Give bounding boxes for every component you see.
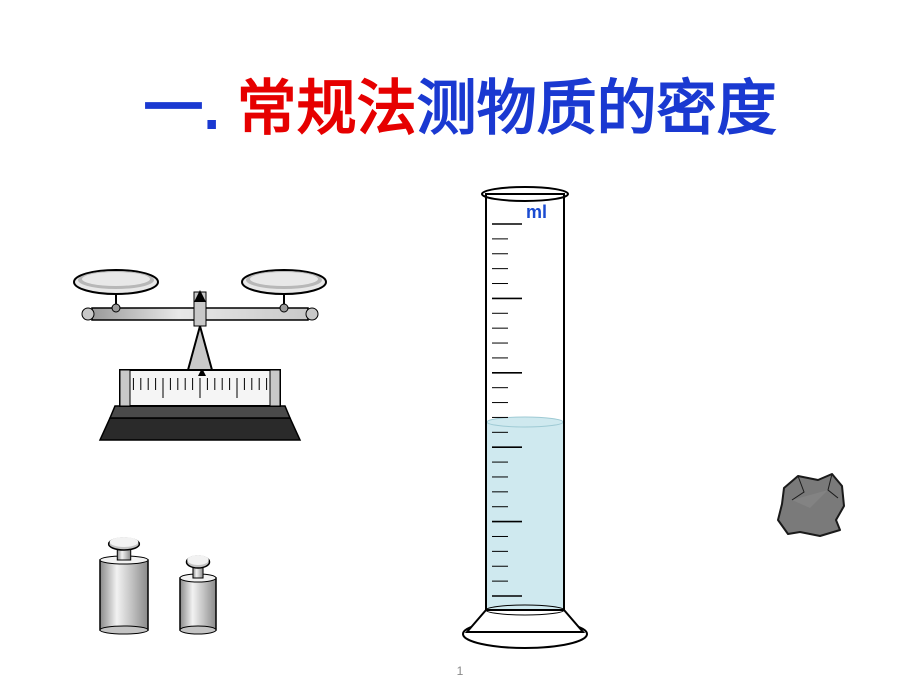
graduated-cylinder-diagram: ml [450, 180, 600, 655]
page-title: 一. 常规法测物质的密度 [0, 60, 920, 147]
balance-scale-diagram [60, 230, 340, 465]
weights-icon [90, 530, 250, 640]
title-part-3: 测物质的密度 [417, 75, 777, 142]
graduated-cylinder-icon: ml [450, 180, 600, 650]
rock-icon [770, 470, 850, 540]
balance-scale-icon [60, 230, 340, 460]
rock-sample-diagram [770, 470, 850, 545]
slide-number: 1 [457, 664, 464, 678]
title-part-2: 常规法 [220, 75, 417, 142]
svg-text:ml: ml [526, 202, 547, 222]
weights-diagram [90, 530, 250, 645]
title-part-1: 一. [143, 75, 220, 142]
